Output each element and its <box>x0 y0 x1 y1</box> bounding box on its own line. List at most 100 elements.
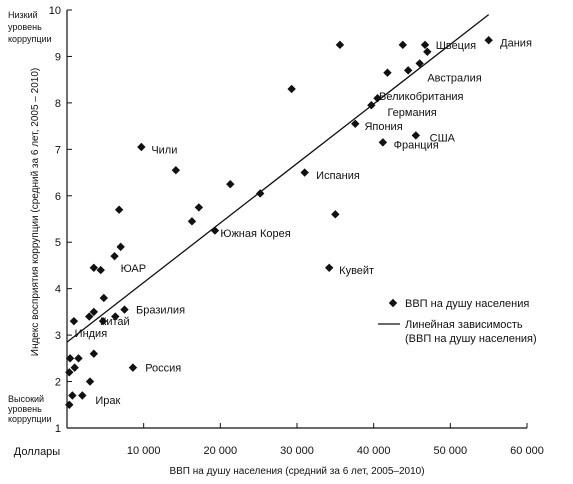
country-label: Япония <box>364 121 402 133</box>
country-label: Испания <box>316 170 360 182</box>
data-points-layer <box>65 35 493 409</box>
country-label: Южная Корея <box>220 228 290 240</box>
data-point <box>96 265 105 275</box>
data-point <box>373 94 382 103</box>
data-point <box>398 40 407 50</box>
low-corruption-note: Низкий <box>8 10 38 20</box>
x-tick-label: 10 000 <box>127 445 161 457</box>
country-label: Кувейт <box>339 265 374 277</box>
data-point <box>210 226 220 235</box>
data-point <box>256 189 265 198</box>
country-label: Китай <box>100 316 130 328</box>
country-label: Франция <box>394 140 439 152</box>
country-label: ЮАР <box>121 263 146 275</box>
country-label: Индия <box>75 328 108 340</box>
data-point <box>65 400 74 409</box>
data-point <box>128 363 138 372</box>
y-tick-label: 2 <box>55 377 61 389</box>
y-tick-label: 8 <box>55 98 61 110</box>
data-point <box>85 377 95 386</box>
data-point <box>325 263 334 272</box>
country-label: Ирак <box>95 395 120 407</box>
data-point <box>287 84 296 94</box>
low-corruption-note: уровень <box>8 22 42 32</box>
x-tick-label: 30 000 <box>280 445 314 457</box>
axis-titles-layer: ВВП на душу населения (средний за 6 лет,… <box>30 68 425 477</box>
chart-axes: 1 2 3 4 5 6 7 8 9 10 10 000 20 000 30 000 40 000 50 00… <box>49 5 544 457</box>
y-tick-label: 4 <box>55 284 61 296</box>
data-point <box>70 363 79 372</box>
chart-legend: ВВП на душу населения Линейная зависимост… <box>378 298 537 345</box>
country-label: Дания <box>500 38 532 50</box>
data-point <box>85 312 94 321</box>
data-point <box>120 305 129 314</box>
data-point <box>110 251 119 261</box>
data-point <box>99 293 108 303</box>
country-label: Великобритания <box>379 91 464 103</box>
x-tick-label: 60 000 <box>510 445 544 457</box>
data-point <box>74 354 83 363</box>
data-point <box>415 59 424 68</box>
data-point <box>351 119 360 128</box>
y-tick-label: 5 <box>55 237 61 249</box>
data-point <box>68 391 77 400</box>
data-point <box>194 203 204 212</box>
x-unit-label: Доллары <box>14 446 61 458</box>
legend-marker-diamond <box>388 298 398 308</box>
y-tick-label: 9 <box>55 51 61 63</box>
trend-line-layer <box>66 14 490 343</box>
y-tick-label: 7 <box>55 144 61 156</box>
x-tick-label: 40 000 <box>357 445 391 457</box>
x-axis-title: ВВП на душу населения (средний за 6 лет,… <box>169 466 424 477</box>
legend-line-label: Линейная зависимость <box>405 319 523 331</box>
data-point <box>137 142 146 152</box>
country-label: Чили <box>151 144 177 156</box>
country-label: Австралия <box>427 72 481 84</box>
x-tick-label: 50 000 <box>434 445 468 457</box>
data-point <box>116 242 125 252</box>
country-label: Швеция <box>436 40 476 52</box>
data-point <box>484 35 493 45</box>
country-label: Германия <box>387 107 436 119</box>
y-tick-label: 3 <box>55 330 61 342</box>
data-point <box>187 217 197 226</box>
low-corruption-note: коррупции <box>8 34 52 44</box>
country-label: Россия <box>145 363 181 375</box>
data-point <box>383 68 392 77</box>
data-point <box>331 210 340 219</box>
x-tick-label: 20 000 <box>204 445 238 457</box>
data-point <box>300 168 309 177</box>
high-corruption-note: Высокий <box>8 394 44 404</box>
axis-notes-layer: НизкийуровенькоррупцииВысокийуровенькорр… <box>8 10 60 458</box>
y-axis-title: Индекс восприятия коррупции (средний за … <box>30 68 41 356</box>
data-point <box>89 307 99 317</box>
data-point <box>420 40 430 50</box>
high-corruption-note: коррупции <box>8 414 52 424</box>
data-point <box>65 368 74 377</box>
data-point <box>411 131 421 140</box>
data-point <box>89 263 99 272</box>
data-point <box>423 47 432 56</box>
legend-series-label: ВВП на душу населения <box>405 298 529 310</box>
country-label: Бразилия <box>136 305 185 317</box>
data-point <box>78 391 87 400</box>
y-tick-label: 1 <box>55 423 61 435</box>
data-point <box>69 316 79 326</box>
data-point <box>367 101 376 110</box>
high-corruption-note: уровень <box>8 404 42 414</box>
data-point <box>89 349 99 358</box>
data-point <box>65 354 75 363</box>
data-point <box>335 40 345 50</box>
data-point <box>403 66 413 75</box>
data-point <box>111 312 120 321</box>
y-tick-label: 10 <box>49 5 61 17</box>
y-tick-label: 6 <box>55 191 61 203</box>
data-point <box>114 205 124 214</box>
country-label: США <box>430 133 456 145</box>
data-point <box>378 138 388 147</box>
trend-line <box>66 14 490 343</box>
data-point <box>171 166 181 175</box>
data-point <box>98 316 108 326</box>
legend-line-label-2: (ВВП на душу населения) <box>405 333 537 345</box>
